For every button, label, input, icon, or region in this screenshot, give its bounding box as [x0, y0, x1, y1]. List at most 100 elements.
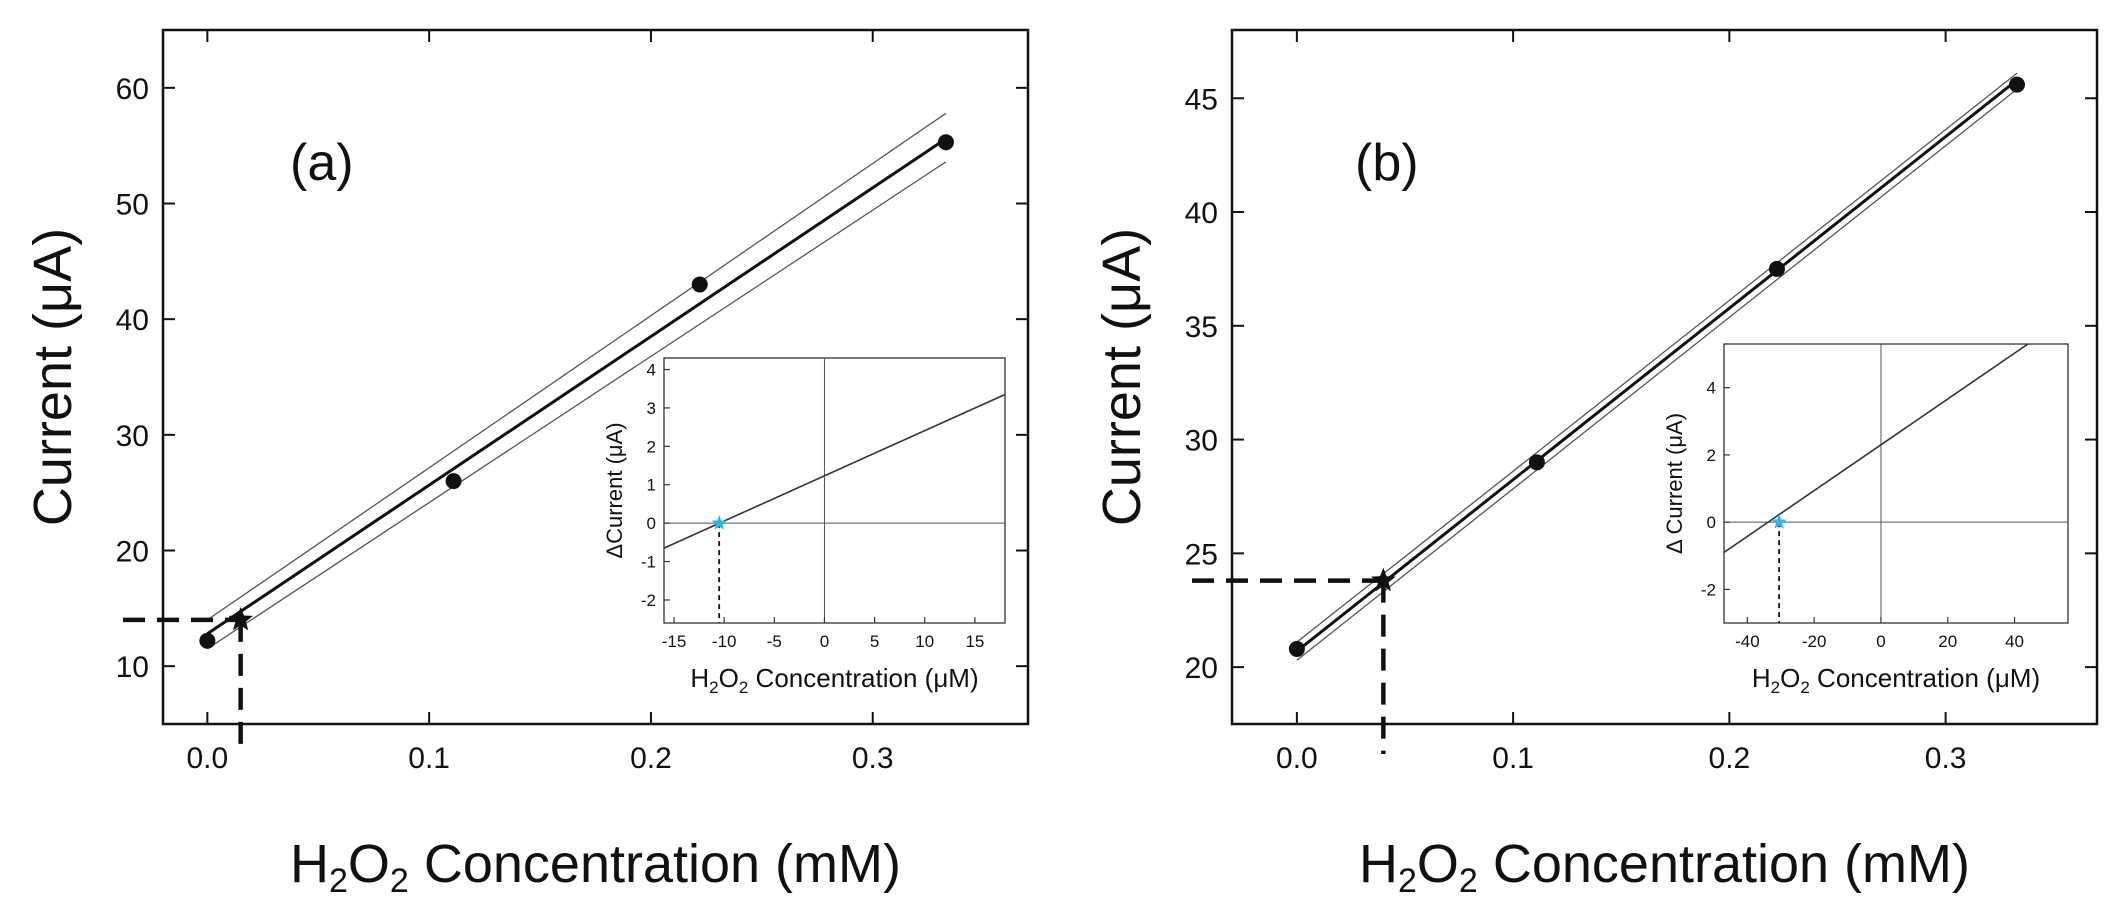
y-tick-label: 35 [1185, 311, 1218, 344]
inset-x-tick-label: -40 [1735, 632, 1760, 651]
inset-y-tick-label: 2 [1707, 446, 1716, 465]
inset-x-title-subscript: 2 [1800, 678, 1809, 697]
inset-y-tick-label: -1 [641, 553, 656, 572]
inset-x-title-subscript: 2 [1771, 678, 1780, 697]
inset-y-tick-label: 0 [1707, 513, 1716, 532]
y-tick-label: 20 [116, 536, 149, 569]
x-axis-title-part: O [348, 834, 390, 894]
inset-x-title-subscript: 2 [739, 678, 748, 697]
data-point [445, 473, 462, 490]
inset-y-tick-label: -2 [641, 591, 656, 610]
x-axis-title: H2O2 Concentration (mM) [290, 834, 901, 895]
inset-y-tick-label: 3 [647, 399, 656, 418]
data-point [1528, 454, 1545, 471]
data-point [1768, 260, 1785, 277]
inset-y-title-part: Δ Current ( [1662, 447, 1687, 554]
inset-x-title-part: O [719, 663, 739, 693]
confidence-band-upper [1296, 72, 2018, 643]
inset-y-tick-label: 1 [647, 476, 656, 495]
data-point [2008, 76, 2025, 93]
x-tick-label: 0.1 [1492, 742, 1534, 775]
inset-x-title-part: O [1780, 663, 1800, 693]
inset-x-title-part: ) [2031, 663, 2040, 693]
inset-x-title-part: ) [970, 663, 979, 693]
inset-star-marker [711, 515, 727, 530]
inset-y-tick-label: -2 [1701, 580, 1716, 599]
x-tick-label: 0.2 [630, 742, 672, 775]
y-axis-title-part: ) [1092, 228, 1152, 246]
y-tick-label: 30 [1185, 425, 1218, 458]
inset-x-axis-title: H2O2 Concentration (μM) [1752, 663, 2040, 697]
inset-y-title-part: ) [1662, 413, 1687, 420]
y-axis-title-unit: μA [1092, 246, 1152, 313]
inset-y-tick-label: 4 [647, 361, 656, 380]
y-tick-label: 45 [1185, 83, 1218, 116]
confidence-band-lower [1296, 88, 2018, 661]
inset-x-title-part: Concentration ( [748, 663, 933, 693]
panel-label: (b) [1355, 134, 1419, 192]
data-point [199, 632, 216, 649]
x-tick-label: 0.3 [1925, 742, 1967, 775]
x-axis-title-part: H [1359, 834, 1398, 894]
panel-label: (a) [290, 134, 354, 192]
x-axis-title-subscript: 2 [1398, 862, 1417, 895]
y-axis-title: Current (μA) [1092, 228, 1152, 526]
y-tick-label: 20 [1185, 652, 1218, 685]
y-axis-title-part: Current ( [1092, 313, 1152, 526]
inset-x-tick-label: -10 [712, 632, 737, 651]
inset-y-tick-label: 4 [1707, 379, 1716, 398]
inset-y-title-part: ) [602, 422, 627, 429]
inset-y-axis-title: Δ Current (μA) [1662, 413, 1687, 554]
inset-x-title-unit: μM [933, 663, 970, 693]
inset-y-title-unit: μA [602, 429, 627, 457]
unknown-star-marker [1371, 567, 1396, 592]
inset-x-title-part: H [1752, 663, 1771, 693]
inset-star-marker [1771, 514, 1787, 529]
x-axis-title-part: O [1417, 834, 1459, 894]
inset-y-tick-label: 2 [647, 437, 656, 456]
inset-frame [663, 357, 1006, 624]
inset-x-tick-label: 10 [915, 632, 934, 651]
y-axis-title-unit: μA [23, 246, 83, 313]
y-tick-label: 60 [116, 73, 149, 106]
data-point [1288, 640, 1305, 657]
fit-line [1295, 78, 2018, 653]
x-tick-label: 0.1 [408, 742, 450, 775]
x-axis-title-part: Concentration (mM) [1478, 834, 1970, 894]
plot-frame [161, 28, 1030, 726]
y-tick-label: 40 [116, 304, 149, 337]
inset-x-tick-label: 5 [870, 632, 879, 651]
x-tick-label: 0.2 [1709, 742, 1751, 775]
plot-frame [1230, 28, 2099, 726]
y-tick-label: 40 [1185, 197, 1218, 230]
confidence-band-upper [206, 112, 947, 621]
y-tick-label: 50 [116, 189, 149, 222]
inset-x-tick-label: -20 [1802, 632, 1827, 651]
inset-x-tick-label: -5 [767, 632, 782, 651]
x-tick-label: 0.0 [1276, 742, 1318, 775]
x-tick-label: 0.0 [186, 742, 228, 775]
y-tick-label: 25 [1185, 538, 1218, 571]
inset-y-tick-label: 0 [647, 514, 656, 533]
inset-x-title-part: H [690, 663, 709, 693]
inset-frame [1723, 343, 2069, 624]
inset-y-title-unit: μA [1662, 420, 1687, 448]
inset-x-tick-label: 0 [820, 632, 829, 651]
x-tick-label: 0.3 [852, 742, 894, 775]
inset-x-tick-label: 0 [1876, 632, 1885, 651]
inset-x-tick-label: 40 [2005, 632, 2024, 651]
fit-line [206, 137, 947, 636]
y-axis-title: Current (μA) [23, 228, 83, 526]
data-point [937, 134, 954, 151]
inset-y-title-part: ΔCurrent ( [602, 456, 627, 558]
x-axis-title-subscript: 2 [1459, 862, 1478, 895]
inset-x-title-unit: μM [1995, 663, 2032, 693]
inset-x-tick-label: -15 [662, 632, 687, 651]
inset-x-axis-title: H2O2 Concentration (μM) [690, 663, 978, 697]
y-tick-label: 10 [116, 651, 149, 684]
